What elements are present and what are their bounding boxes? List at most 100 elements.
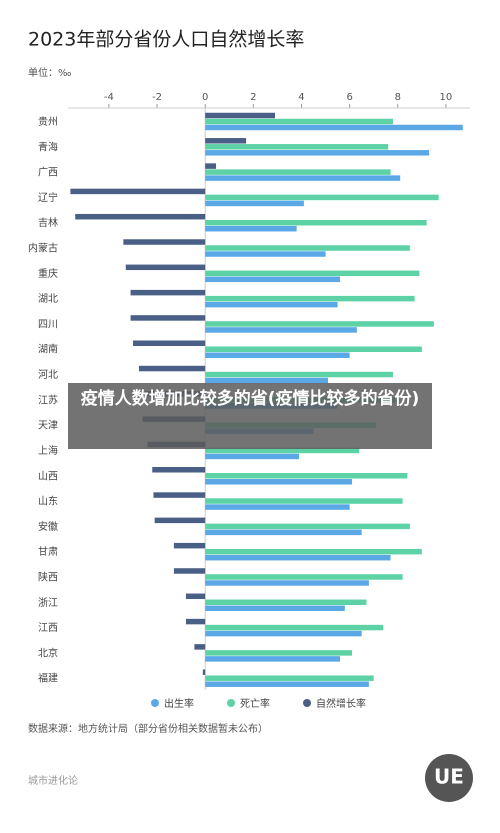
bar (205, 251, 326, 257)
bar (205, 321, 434, 327)
bar (132, 340, 206, 346)
y-tick-label: 安徽 (38, 520, 58, 533)
bar (205, 144, 389, 150)
bar (205, 580, 369, 586)
y-tick-label: 青海 (38, 140, 58, 153)
x-tick-label: 2 (250, 92, 256, 103)
bar (205, 599, 367, 606)
bar (154, 517, 206, 524)
bar (202, 669, 206, 675)
bar (205, 301, 338, 308)
bar (185, 618, 206, 625)
chart-title: 2023年部分省份人口自然增长率 (28, 29, 304, 51)
y-tick-label: 甘肃 (38, 545, 58, 558)
bar (185, 593, 206, 600)
bar (139, 365, 206, 372)
y-tick-label: 广西 (38, 167, 58, 179)
y-tick-label: 四川 (38, 319, 58, 330)
bar (123, 239, 206, 245)
bar (205, 630, 362, 637)
bar (205, 605, 345, 612)
y-tick-label: 陕西 (38, 570, 58, 583)
bar (205, 675, 374, 681)
bar (205, 295, 415, 302)
bar (205, 169, 391, 175)
bar (205, 138, 247, 144)
x-tick-label: 10 (440, 92, 453, 103)
logo-circle (425, 754, 473, 802)
bar (205, 656, 341, 662)
x-tick-label: -2 (152, 92, 162, 103)
bar (153, 492, 206, 498)
bar (70, 188, 206, 195)
bar (205, 270, 420, 277)
bar (205, 194, 439, 201)
bar (205, 681, 369, 687)
legend-swatch (303, 699, 311, 707)
bar (75, 213, 206, 220)
bar (205, 479, 353, 485)
y-tick-label: 山东 (38, 495, 58, 508)
bar (205, 529, 362, 536)
overlay-text: 疫情人数增加比较多的省(疫情比较多的省份) (80, 389, 420, 409)
bar (125, 264, 206, 271)
bar (205, 150, 430, 156)
x-tick-label: 8 (395, 92, 401, 103)
bar (173, 568, 206, 574)
plot: -4 -2 0 2 4 6 8 10 贵州青海广西辽宁吉林内蒙古重庆湖北四川湖南河北江苏天津上海… (28, 92, 470, 710)
overlay-banner (68, 383, 432, 449)
bar (205, 447, 360, 454)
bar (205, 624, 384, 631)
legend-label: 自然增长率 (316, 697, 366, 710)
bar (205, 346, 422, 352)
y-tick-label: 内蒙古 (28, 242, 58, 255)
y-tick-label: 上海 (38, 444, 58, 457)
y-tick-label: 重庆 (38, 267, 58, 280)
y-tick-label: 山西 (38, 470, 58, 482)
bar (205, 453, 300, 460)
y-tick-label: 河北 (38, 369, 58, 381)
y-tick-label: 江西 (38, 622, 58, 634)
bar (130, 315, 206, 321)
bar (205, 523, 410, 530)
bar (205, 118, 393, 125)
bar (205, 276, 341, 283)
bar (173, 542, 206, 549)
bar (130, 289, 206, 296)
y-tick-label: 贵州 (38, 115, 58, 128)
bar (205, 163, 217, 169)
bar (205, 327, 357, 333)
bar (205, 504, 350, 510)
y-tick-label: 北京 (38, 646, 58, 659)
x-tick-label: -4 (104, 92, 114, 103)
bar (205, 219, 427, 226)
y-tick-label: 江苏 (38, 393, 58, 406)
y-tick-label: 福建 (38, 672, 58, 685)
bar (205, 554, 391, 561)
source-note: 数据来源：地方统计局（部分省份相关数据暂未公布） (28, 722, 268, 735)
bar (205, 377, 328, 384)
y-tick-label: 湖北 (38, 293, 58, 305)
bar (205, 225, 297, 232)
bar (205, 200, 304, 207)
bar (205, 175, 401, 181)
legend-swatch (151, 699, 159, 707)
legend-label: 死亡率 (240, 697, 270, 710)
bar (205, 245, 410, 251)
y-tick-label: 辽宁 (38, 191, 58, 204)
bar (152, 467, 206, 473)
x-tick-label: 6 (346, 92, 352, 103)
bar (205, 124, 463, 131)
bar (205, 650, 353, 656)
y-tick-label: 浙江 (38, 597, 58, 609)
bar (205, 473, 408, 479)
y-tick-label: 湖南 (38, 343, 58, 356)
bar (194, 644, 206, 650)
unit-label: 单位：‰ (28, 66, 71, 79)
footer: 城市进化论 (28, 774, 78, 787)
bar (205, 498, 403, 504)
legend-label: 出生率 (164, 697, 194, 710)
logo: UE (434, 765, 464, 789)
x-tick-label: 4 (298, 92, 304, 103)
